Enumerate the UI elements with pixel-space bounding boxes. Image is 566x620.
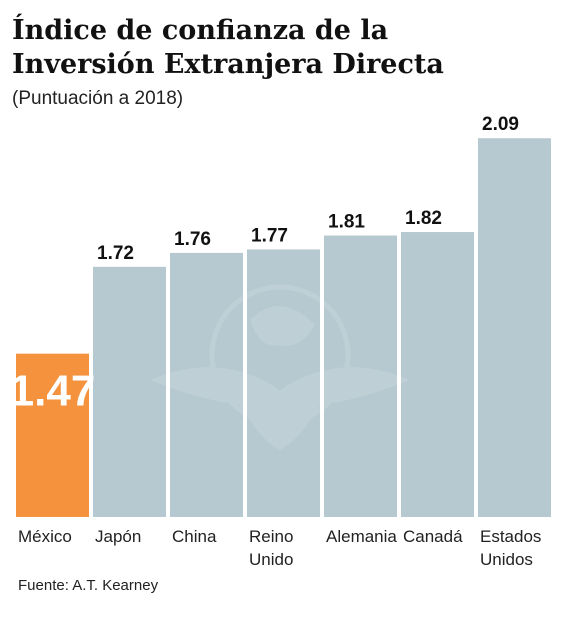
value-label-1: 1.72 — [97, 243, 134, 264]
category-label-0-0: México — [18, 527, 72, 546]
bar-0 — [16, 353, 89, 517]
category-label-6-0: Estados — [480, 527, 541, 546]
bar-5 — [401, 232, 474, 518]
category-label-4-0: Alemania — [326, 527, 397, 546]
value-label-2: 1.76 — [174, 229, 211, 250]
title-line-2: Inversión Extranjera Directa — [12, 49, 444, 80]
category-label-3-1: Unido — [249, 550, 293, 569]
chart-subtitle: (Puntuación a 2018) — [12, 88, 184, 109]
title-line-1: Índice de confianza de la — [12, 15, 389, 46]
eagle-emblem-watermark — [150, 284, 410, 450]
category-label-1-0: Japón — [95, 527, 141, 546]
bar-1 — [93, 266, 166, 517]
bar-2 — [170, 252, 243, 517]
value-label-3: 1.77 — [251, 225, 288, 246]
bar-4 — [324, 235, 397, 517]
category-label-6-1: Unidos — [480, 550, 533, 569]
bar-3 — [247, 249, 320, 518]
category-label-3-0: Reino — [249, 527, 293, 546]
value-label-5: 1.82 — [405, 208, 442, 229]
source-note: Fuente: A.T. Kearney — [18, 577, 159, 594]
bar-6 — [478, 138, 551, 517]
value-label-0: 1.47 — [10, 367, 96, 416]
labels-group: 1.47 México 1.72 Japón 1.76 China 1.77 Reino Uni… — [10, 114, 542, 569]
value-label-6: 2.09 — [482, 114, 519, 135]
category-label-5-0: Canadá — [403, 527, 463, 546]
bars-group — [16, 138, 551, 518]
chart-title: Índice de confianza de la Inversión Extr… — [12, 14, 552, 82]
value-label-4: 1.81 — [328, 212, 365, 233]
category-label-2-0: China — [172, 527, 217, 546]
